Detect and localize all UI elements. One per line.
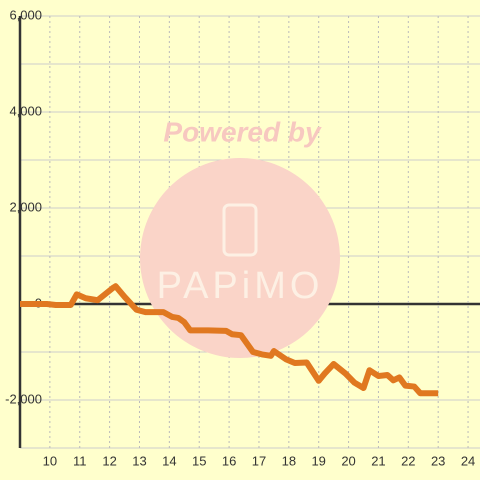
y-tick-label: 6,000: [9, 7, 42, 22]
x-tick-label: 11: [73, 453, 87, 468]
x-tick-label: 16: [222, 453, 236, 468]
x-tick-label: 17: [252, 453, 266, 468]
watermark-text: Powered by: [163, 116, 322, 147]
y-tick-label: 2,000: [9, 199, 42, 214]
x-tick-label: 15: [192, 453, 206, 468]
x-tick-label: 18: [282, 453, 296, 468]
x-tick-label: 14: [162, 453, 176, 468]
x-tick-label: 19: [311, 453, 325, 468]
watermark-icon: [222, 203, 258, 257]
y-tick-label: 4,000: [9, 103, 42, 118]
x-tick-label: 13: [132, 453, 146, 468]
x-tick-label: 21: [371, 453, 385, 468]
x-tick-label: 23: [431, 453, 445, 468]
watermark: Powered by PAPiMO: [140, 116, 340, 358]
watermark-logo: PAPiMO: [157, 265, 324, 307]
x-tick-label: 22: [401, 453, 415, 468]
x-tick-label: 20: [341, 453, 355, 468]
y-tick-label: -2,000: [5, 391, 42, 406]
x-tick-label: 10: [43, 453, 57, 468]
data-line: [20, 283, 439, 397]
x-tick-label: 12: [102, 453, 116, 468]
watermark-circle: [140, 158, 340, 358]
x-tick-label: 24: [461, 453, 475, 468]
